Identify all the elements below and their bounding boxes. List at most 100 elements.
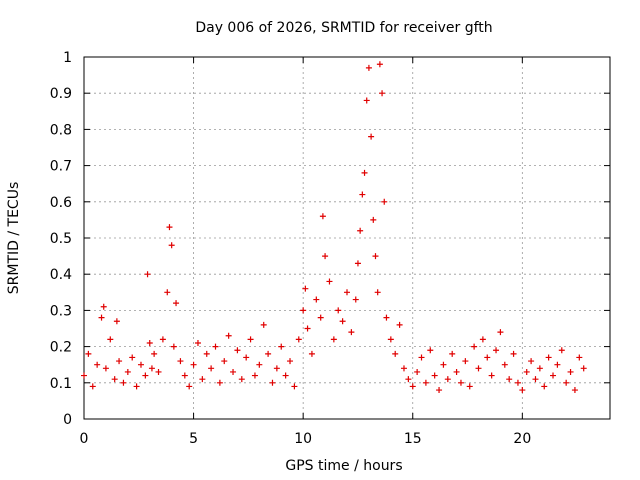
y-tick-label: 0.4 — [50, 267, 72, 283]
data-point — [387, 336, 394, 343]
data-point — [493, 347, 500, 354]
data-point — [164, 289, 171, 296]
data-point — [265, 350, 272, 357]
data-point — [571, 387, 578, 394]
data-point — [269, 379, 276, 386]
data-point — [243, 354, 250, 361]
data-point — [418, 354, 425, 361]
data-points — [81, 61, 587, 394]
data-point — [330, 336, 337, 343]
y-tick-label: 0.8 — [50, 122, 72, 138]
data-point — [479, 336, 486, 343]
data-point — [422, 379, 429, 386]
data-point — [287, 358, 294, 365]
data-point — [85, 350, 92, 357]
data-point — [444, 376, 451, 383]
data-point — [234, 347, 241, 354]
data-point — [501, 361, 508, 368]
data-point — [133, 383, 140, 390]
data-point — [260, 321, 267, 328]
data-point — [238, 376, 245, 383]
data-point — [427, 347, 434, 354]
data-point — [212, 343, 219, 350]
data-point — [148, 365, 155, 372]
data-point — [100, 303, 107, 310]
data-point — [230, 368, 237, 375]
data-point — [368, 133, 375, 140]
data-point — [567, 368, 574, 375]
data-point — [379, 90, 386, 97]
data-point — [291, 383, 298, 390]
data-point — [225, 332, 232, 339]
data-point — [300, 307, 307, 314]
data-point — [497, 329, 504, 336]
data-point — [348, 329, 355, 336]
data-point — [166, 224, 173, 231]
data-point — [580, 365, 587, 372]
data-point — [177, 358, 184, 365]
x-tick-label: 5 — [189, 431, 198, 447]
x-ticks: 0 5 10 15 20 — [80, 57, 531, 447]
y-tick-label: 0.6 — [50, 195, 72, 211]
x-tick-label: 10 — [294, 431, 312, 447]
data-point — [137, 361, 144, 368]
data-point — [405, 376, 412, 383]
y-tick-label: 1 — [63, 50, 72, 66]
data-point — [295, 336, 302, 343]
data-point — [457, 379, 464, 386]
data-point — [449, 350, 456, 357]
data-point — [528, 358, 535, 365]
data-point — [335, 307, 342, 314]
data-point — [313, 296, 320, 303]
data-point — [409, 383, 416, 390]
data-point — [471, 343, 478, 350]
data-point — [396, 321, 403, 328]
data-point — [550, 372, 557, 379]
data-point — [506, 376, 513, 383]
data-point — [203, 350, 210, 357]
data-point — [319, 213, 326, 220]
data-point — [484, 354, 491, 361]
data-point — [536, 365, 543, 372]
data-point — [359, 191, 366, 198]
data-point — [144, 271, 151, 278]
data-point — [216, 379, 223, 386]
data-point — [352, 296, 359, 303]
data-point — [431, 372, 438, 379]
x-tick-label: 0 — [80, 431, 89, 447]
data-point — [370, 216, 377, 223]
data-point — [155, 368, 162, 375]
data-point — [523, 368, 530, 375]
data-point — [194, 339, 201, 346]
data-point — [558, 347, 565, 354]
plot-frame — [83, 56, 611, 420]
grid — [84, 57, 610, 419]
data-point — [466, 383, 473, 390]
data-point — [576, 354, 583, 361]
chart-title: Day 006 of 2026, SRMTID for receiver gft… — [195, 20, 492, 36]
y-tick-label: 0.5 — [50, 231, 72, 247]
data-point — [173, 300, 180, 307]
data-point — [113, 318, 120, 325]
data-point — [372, 253, 379, 260]
data-point — [374, 289, 381, 296]
y-tick-label: 0.9 — [50, 86, 72, 102]
data-point — [363, 97, 370, 104]
data-point — [302, 285, 309, 292]
data-point — [107, 336, 114, 343]
data-point — [488, 372, 495, 379]
data-point — [414, 368, 421, 375]
data-point — [462, 358, 469, 365]
data-point — [563, 379, 570, 386]
data-point — [273, 365, 280, 372]
data-point — [146, 339, 153, 346]
data-point — [102, 365, 109, 372]
data-point — [151, 350, 158, 357]
data-point — [124, 368, 131, 375]
data-point — [322, 253, 329, 260]
y-tick-label: 0 — [63, 412, 72, 428]
data-point — [111, 376, 118, 383]
data-point — [440, 361, 447, 368]
data-point — [308, 350, 315, 357]
data-point — [381, 198, 388, 205]
